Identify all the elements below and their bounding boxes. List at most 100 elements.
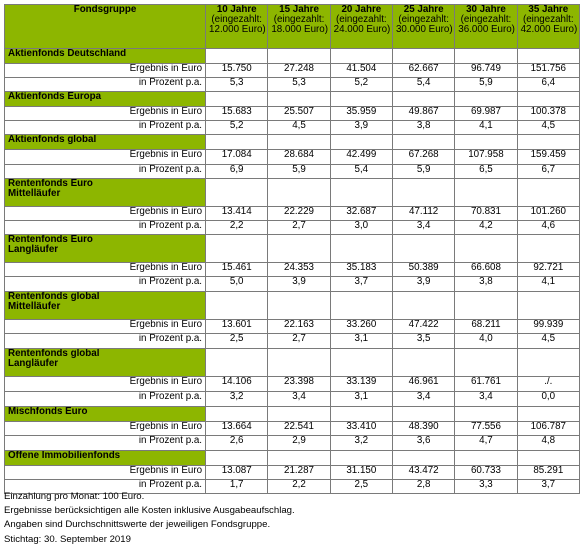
- result-value: 21.287: [267, 465, 331, 480]
- percent-value: 2,9: [267, 435, 331, 451]
- percent-row: in Prozent p.a. 2,6 2,9 3,2 3,6 4,7 4,8: [3, 435, 581, 451]
- percent-value: 0,0: [516, 391, 581, 407]
- fund-name-line: Rentenfonds Euro: [8, 178, 93, 189]
- fund-name-row: Rentenfonds global Langläufer: [3, 348, 581, 377]
- percent-value: 4,2: [454, 220, 518, 235]
- percent-value: 2,8: [391, 479, 456, 494]
- empty-cell: [329, 291, 393, 320]
- fund-table-container: Fondsgruppe 10 Jahre (eingezahlt: 12.000 E…: [3, 4, 581, 494]
- percent-row: in Prozent p.a. 5,2 4,5 3,9 3,8 4,1 4,5: [3, 120, 581, 135]
- fund-name-line: Langläufer: [8, 358, 59, 370]
- footnote-costs: Ergebnisse berücksichtigen alle Kosten i…: [4, 505, 295, 517]
- percent-label: in Prozent p.a.: [3, 479, 207, 494]
- fund-name-row: Rentenfonds global Mittelläufer: [3, 291, 581, 320]
- fund-name: Rentenfonds global Mittelläufer: [3, 291, 207, 320]
- result-row: Ergebnis in Euro 14.106 23.398 33.139 46.961…: [3, 376, 581, 392]
- result-value: 99.939: [516, 319, 581, 334]
- empty-cell: [205, 406, 269, 422]
- result-value: ./.: [516, 376, 581, 392]
- result-value: 15.683: [205, 106, 269, 121]
- empty-cell: [454, 348, 518, 377]
- empty-cell: [329, 450, 393, 466]
- fund-name-row: Aktienfonds Deutschland: [3, 48, 581, 64]
- result-label: Ergebnis in Euro: [3, 319, 207, 334]
- empty-cell: [391, 134, 456, 150]
- percent-value: 2,7: [267, 220, 331, 235]
- fund-name-row: Rentenfonds Euro Mittelläufer: [3, 178, 581, 207]
- percent-value: 3,2: [205, 391, 269, 407]
- header-period-note: (eingezahlt:: [398, 14, 449, 26]
- result-value: 100.378: [516, 106, 581, 121]
- percent-value: 5,3: [267, 77, 331, 92]
- header-period-amount: 36.000 Euro): [458, 24, 515, 36]
- fund-name-line: Mischfonds Euro: [8, 406, 88, 417]
- result-value: 27.248: [267, 63, 331, 78]
- result-value: 106.787: [516, 421, 581, 436]
- empty-cell: [516, 91, 581, 107]
- result-value: 69.987: [454, 106, 518, 121]
- percent-value: 5,4: [391, 77, 456, 92]
- fund-name-line: Langläufer: [8, 244, 59, 256]
- fund-name-line: Rentenfonds global: [8, 291, 100, 302]
- result-value: 13.087: [205, 465, 269, 480]
- empty-cell: [454, 234, 518, 263]
- header-fondsgruppe: Fondsgruppe: [3, 4, 207, 49]
- empty-cell: [454, 48, 518, 64]
- empty-cell: [267, 234, 331, 263]
- result-value: 47.112: [391, 206, 456, 221]
- empty-cell: [391, 234, 456, 263]
- percent-value: 3,9: [391, 276, 456, 292]
- fund-name: Offene Immobilienfonds: [3, 450, 207, 466]
- result-row: Ergebnis in Euro 13.087 21.287 31.150 43.472…: [3, 465, 581, 480]
- percent-value: 6,9: [205, 164, 269, 179]
- result-value: 47.422: [391, 319, 456, 334]
- result-value: 41.504: [329, 63, 393, 78]
- percent-label: in Prozent p.a.: [3, 276, 207, 292]
- result-value: 60.733: [454, 465, 518, 480]
- fund-table: Fondsgruppe 10 Jahre (eingezahlt: 12.000 E…: [3, 4, 581, 494]
- result-value: 22.163: [267, 319, 331, 334]
- percent-value: 2,2: [267, 479, 331, 494]
- percent-value: 4,5: [267, 120, 331, 135]
- empty-cell: [329, 234, 393, 263]
- empty-cell: [329, 178, 393, 207]
- result-value: 33.139: [329, 376, 393, 392]
- result-label: Ergebnis in Euro: [3, 376, 207, 392]
- percent-value: 5,9: [391, 164, 456, 179]
- header-period-amount: 12.000 Euro): [209, 24, 266, 36]
- fund-name: Rentenfonds global Langläufer: [3, 348, 207, 377]
- empty-cell: [267, 450, 331, 466]
- header-period-4: 25 Jahre (eingezahlt: 30.000 Euro): [391, 4, 456, 49]
- header-period-years: 10 Jahre: [216, 4, 257, 15]
- result-row: Ergebnis in Euro 13.414 22.229 32.687 47.112…: [3, 206, 581, 221]
- percent-value: 3,1: [329, 333, 393, 349]
- percent-value: 3,9: [329, 120, 393, 135]
- result-value: 67.268: [391, 149, 456, 165]
- result-value: 24.353: [267, 262, 331, 277]
- header-period-amount: 24.000 Euro): [333, 24, 391, 36]
- percent-value: 3,1: [329, 391, 393, 407]
- empty-cell: [205, 48, 269, 64]
- fund-name: Aktienfonds Europa: [3, 91, 207, 107]
- empty-cell: [205, 91, 269, 107]
- footnotes: Einzahlung pro Monat: 100 Euro. Ergebnis…: [4, 490, 295, 547]
- percent-value: 3,4: [391, 391, 456, 407]
- result-value: 77.556: [454, 421, 518, 436]
- result-value: 151.756: [516, 63, 581, 78]
- header-period-1: 10 Jahre (eingezahlt: 12.000 Euro): [205, 4, 269, 49]
- percent-label: in Prozent p.a.: [3, 164, 207, 179]
- empty-cell: [329, 348, 393, 377]
- fund-name: Rentenfonds Euro Mittelläufer: [3, 178, 207, 207]
- percent-row: in Prozent p.a. 1,7 2,2 2,5 2,8 3,3 3,7: [3, 479, 581, 494]
- percent-value: 5,2: [205, 120, 269, 135]
- result-value: 14.106: [205, 376, 269, 392]
- result-value: 159.459: [516, 149, 581, 165]
- result-value: 32.687: [329, 206, 393, 221]
- empty-cell: [391, 91, 456, 107]
- fund-name: Aktienfonds global: [3, 134, 207, 150]
- empty-cell: [516, 450, 581, 466]
- result-value: 35.959: [329, 106, 393, 121]
- result-value: 48.390: [391, 421, 456, 436]
- percent-value: 6,4: [516, 77, 581, 92]
- result-row: Ergebnis in Euro 15.461 24.353 35.183 50.389…: [3, 262, 581, 277]
